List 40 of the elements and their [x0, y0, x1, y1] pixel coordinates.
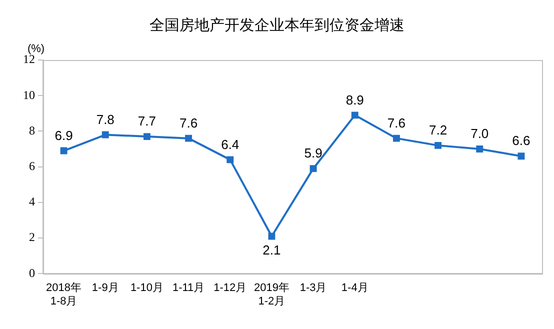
data-label: 6.9 — [54, 128, 73, 143]
data-label: 7.8 — [96, 112, 114, 127]
x-tick-label: 1-11月 — [172, 282, 205, 294]
point — [518, 152, 525, 160]
x-tick-label: 1-9月 — [92, 282, 119, 294]
data-label: 7.6 — [387, 115, 406, 130]
point — [434, 142, 442, 149]
point — [60, 147, 68, 154]
x-tick-label: 1-12月 — [214, 282, 247, 294]
x-tick-label: 1-3月 — [300, 282, 327, 294]
data-label: 2.1 — [262, 242, 281, 258]
point — [351, 112, 358, 119]
y-tick-label: 6 — [29, 158, 35, 173]
point — [226, 156, 234, 164]
x-tick-label: 1-4月 — [341, 282, 368, 294]
point — [143, 133, 150, 140]
x-tick-label: 2018年 1-8月 — [46, 282, 82, 308]
chart-title: 全国房地产开发企业本年到位资金增速 — [150, 16, 404, 34]
y-tick-label: 4 — [29, 194, 35, 209]
x-tick-label: 1-10月 — [130, 282, 164, 294]
data-label: 7.6 — [180, 115, 198, 130]
point — [185, 134, 192, 142]
y-tick-label: 10 — [23, 88, 35, 102]
data-label: 7.0 — [470, 126, 489, 142]
point — [268, 232, 276, 240]
data-label: 7.2 — [429, 122, 448, 138]
y-tick-label: 2 — [29, 230, 35, 244]
point — [102, 131, 109, 138]
data-label: 7.7 — [138, 114, 156, 129]
x-tick-label: 2019年 1-2月 — [254, 282, 290, 308]
data-label: 8.9 — [346, 92, 364, 108]
data-label: 6.4 — [221, 136, 240, 152]
y-tick-label: 8 — [29, 123, 35, 138]
y-axis-title: (%) — [27, 43, 45, 55]
data-label: 6.6 — [512, 133, 530, 148]
data-label: 5.9 — [304, 146, 322, 161]
point — [310, 165, 317, 172]
point — [392, 134, 400, 142]
y-tick-label: 0 — [29, 266, 35, 280]
point — [476, 146, 484, 152]
